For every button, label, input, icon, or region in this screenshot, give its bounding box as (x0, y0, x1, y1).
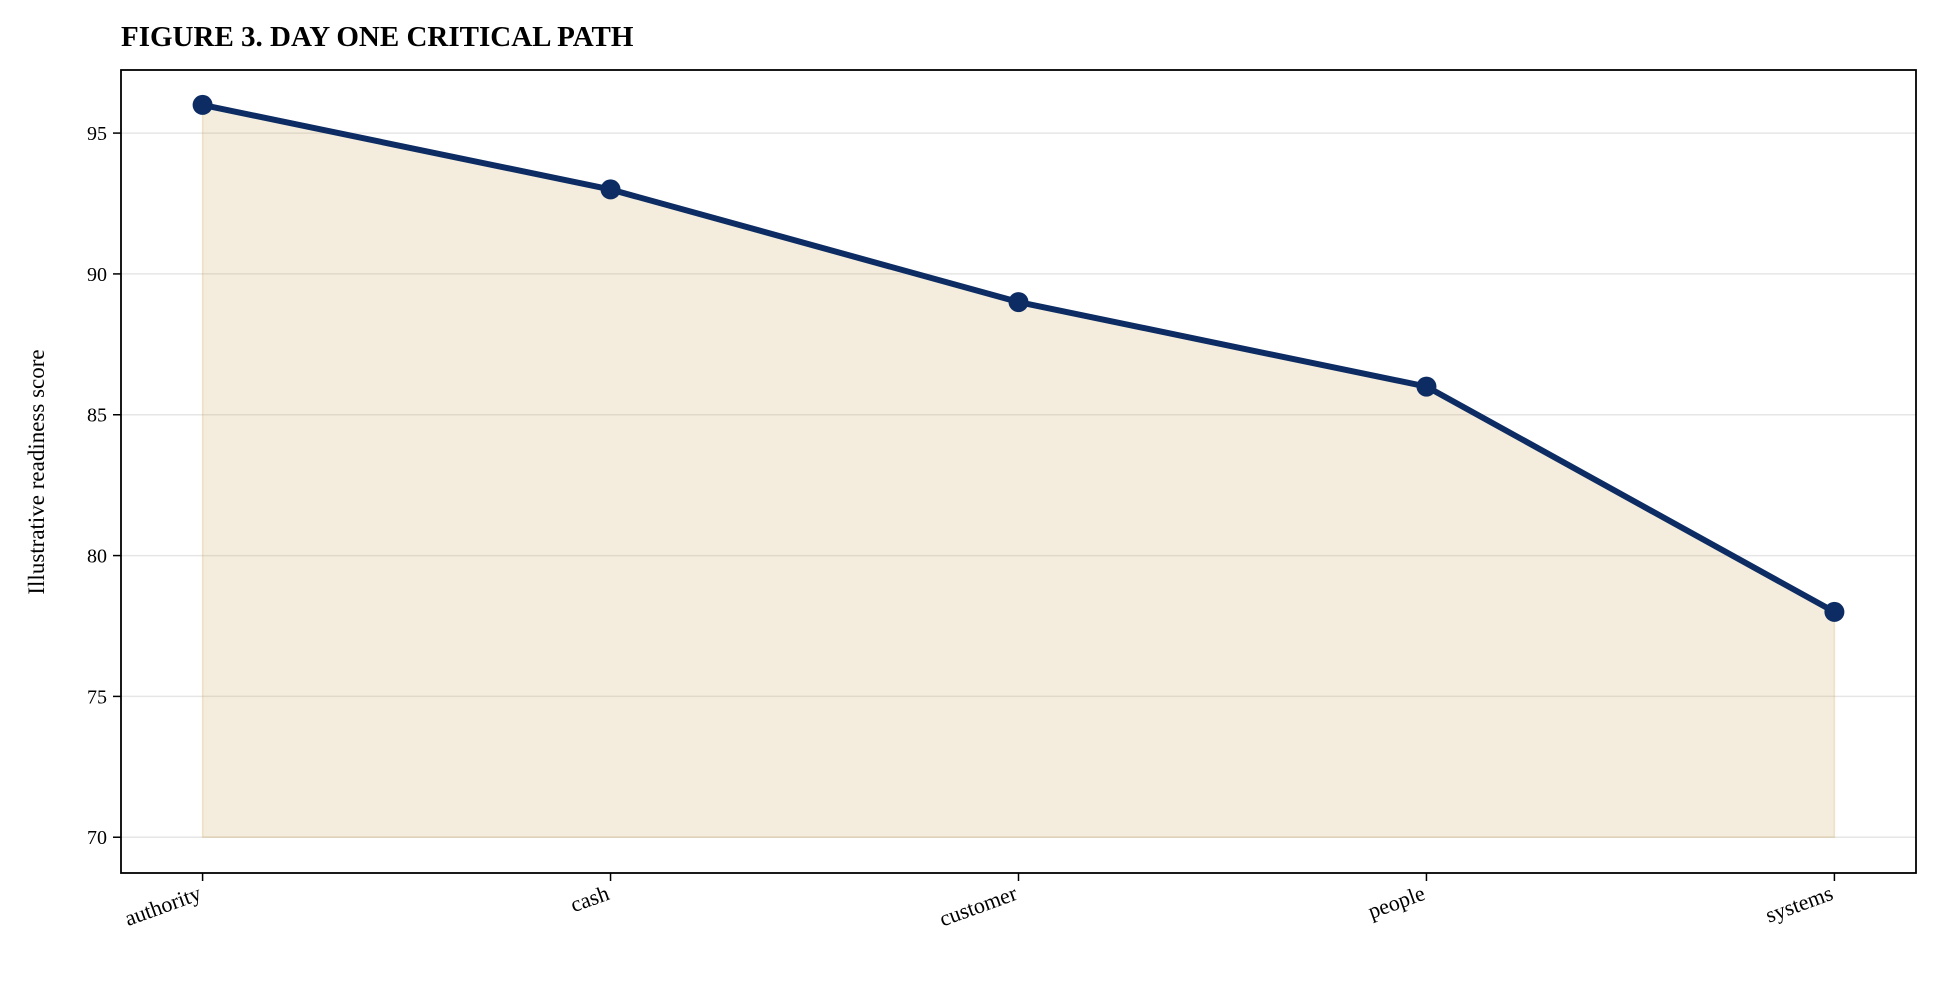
y-tick-label: 95 (87, 123, 107, 145)
y-tick-label: 80 (87, 546, 107, 568)
y-tick-label: 90 (87, 264, 107, 286)
plot-frame (120, 69, 1917, 874)
y-tick-label: 85 (87, 405, 107, 427)
point (600, 179, 621, 200)
x-tick-label: cash (567, 880, 612, 917)
y-tick-label: 70 (87, 827, 107, 849)
x-tick-label: authority (121, 880, 204, 931)
x-tick-label: systems (1762, 880, 1836, 927)
x-tick-label: people (1364, 880, 1428, 924)
y-tick-label: 75 (87, 686, 107, 708)
point (1416, 376, 1437, 397)
point (1008, 292, 1029, 313)
y-axis-label: Illustrative readiness score (24, 349, 49, 594)
point (192, 94, 213, 115)
chart-title: FIGURE 3. DAY ONE CRITICAL PATH (121, 21, 634, 53)
area (201, 104, 1836, 838)
x-tick-label: customer (936, 880, 1021, 931)
point (1824, 601, 1845, 622)
